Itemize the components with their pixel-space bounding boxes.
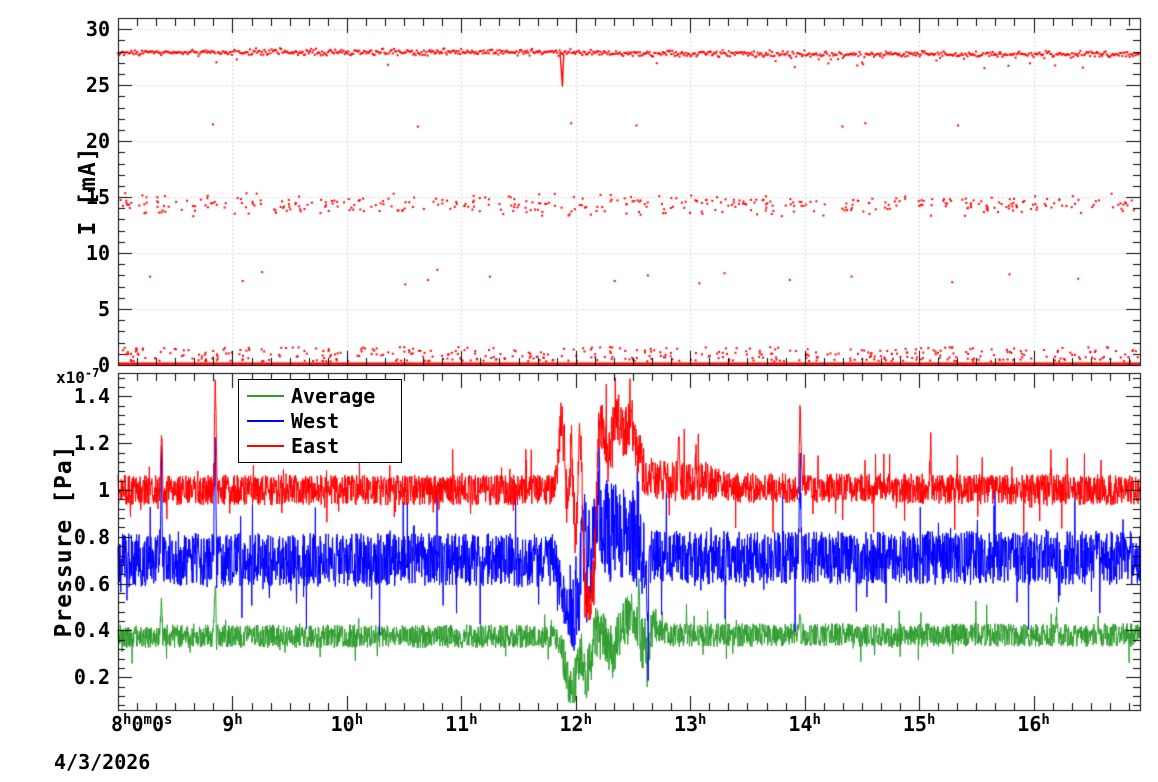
scale-exponent-label: x10-7 <box>56 366 100 387</box>
x-tick-unit: m <box>143 712 152 728</box>
bottom-y-tick-label: 1.4 <box>73 384 110 409</box>
top-y-tick-label: 5 <box>97 297 110 322</box>
x-tick-label: 8h0m0s <box>111 712 173 738</box>
x-tick-number: 9 <box>222 712 235 736</box>
x-tick-number: 12 <box>559 712 584 736</box>
top-y-tick-label: 25 <box>85 73 110 98</box>
x-tick-unit: h <box>812 712 821 728</box>
x-tick-number: 15 <box>902 712 927 736</box>
x-tick-unit: h <box>354 712 364 728</box>
top-y-tick-label: 15 <box>85 185 110 210</box>
top-y-tick-label: 0 <box>97 353 110 377</box>
x-tick-number: 14 <box>788 712 813 736</box>
legend: Average West East <box>238 379 402 463</box>
legend-line-sample <box>247 445 284 448</box>
top-y-tick-label: 30 <box>85 17 110 42</box>
bottom-y-tick-label: 0.4 <box>73 618 110 643</box>
x-tick-number: 10 <box>330 712 355 736</box>
bottom-y-tick-label: 0.6 <box>73 571 110 596</box>
x-tick-number: 16 <box>1017 712 1042 736</box>
legend-item-label: East <box>291 434 340 459</box>
legend-line-sample <box>247 394 284 397</box>
top-y-tick-label: 10 <box>85 241 110 266</box>
x-tick-label: 12h <box>559 712 593 738</box>
bottom-y-tick-label: 0.2 <box>73 665 110 690</box>
date-label: 4/3/2026 <box>54 750 151 774</box>
x-tick-label: 10h <box>330 712 364 738</box>
x-tick-label: 15h <box>902 712 936 738</box>
x-tick-label: 9h <box>222 712 243 738</box>
x-tick-number: 0 <box>131 712 144 736</box>
x-tick-label: 13h <box>673 712 707 738</box>
legend-item-label: West <box>291 408 340 433</box>
exponent-base: x10 <box>56 368 85 387</box>
x-tick-unit: s <box>164 712 173 728</box>
x-tick-unit: h <box>234 712 243 728</box>
x-tick-number: 8 <box>111 712 124 736</box>
legend-item-average: Average <box>239 386 401 406</box>
legend-line-sample <box>247 419 284 422</box>
x-tick-unit: h <box>469 712 478 728</box>
x-tick-number: 0 <box>151 712 165 736</box>
legend-item-east: East <box>239 436 401 456</box>
x-tick-unit: h <box>583 712 593 728</box>
x-tick-unit: h <box>926 712 936 728</box>
top-y-tick-label: 20 <box>85 129 110 154</box>
bottom-y-tick-label: 1 <box>97 478 110 502</box>
bottom-y-tick-label: 0.8 <box>73 524 110 549</box>
legend-item-label: Average <box>291 383 376 408</box>
x-tick-number: 11 <box>445 712 470 736</box>
x-tick-label: 11h <box>445 712 478 738</box>
exponent-power: -7 <box>84 366 100 380</box>
x-tick-label: 14h <box>788 712 821 738</box>
x-tick-number: 13 <box>673 712 699 736</box>
x-tick-unit: h <box>698 712 707 728</box>
x-tick-unit: h <box>1041 712 1050 728</box>
x-tick-unit: h <box>123 712 132 728</box>
legend-item-west: West <box>239 411 401 431</box>
bottom-y-tick-label: 1.2 <box>73 431 110 456</box>
x-tick-label: 16h <box>1017 712 1050 738</box>
